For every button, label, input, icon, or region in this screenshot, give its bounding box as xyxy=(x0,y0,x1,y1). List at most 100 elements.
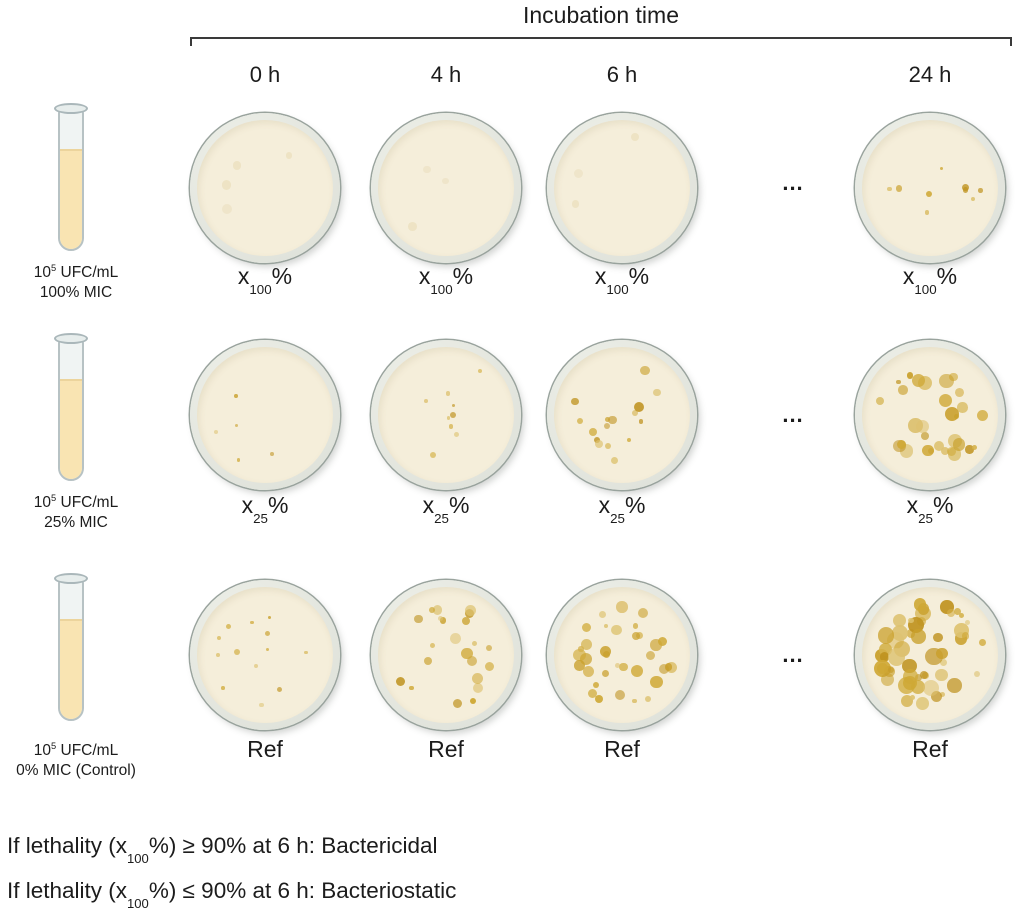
colony-dot xyxy=(448,424,454,429)
colony-dot xyxy=(953,413,960,420)
tube-rim xyxy=(54,573,88,584)
colony-dot xyxy=(429,643,435,648)
colony-dot xyxy=(430,451,437,458)
colony-dot xyxy=(637,607,649,619)
colony-dot xyxy=(973,670,980,677)
colony-dot xyxy=(640,365,650,376)
colony-dot xyxy=(887,186,892,192)
label-base: Ref xyxy=(428,736,464,762)
colony-dot xyxy=(939,167,944,171)
dish-label-x25: x25% xyxy=(190,492,340,526)
colony-dot xyxy=(877,627,894,644)
colony-dot xyxy=(485,644,492,651)
colony-dot xyxy=(467,655,478,666)
colony-dot xyxy=(953,608,961,616)
agar-surface xyxy=(862,347,998,483)
colony-dot xyxy=(603,623,609,629)
bacteriostatic-rule: If lethality (x100%) ≤ 90% at 6 h: Bacte… xyxy=(7,873,456,911)
petri-dish-control-4h xyxy=(371,580,521,730)
figure-title: Incubation time xyxy=(523,2,679,28)
dish-label-x100: x100% xyxy=(547,263,697,297)
petri-dish-100mic-24h xyxy=(855,113,1005,263)
colony-dot xyxy=(477,369,482,374)
colony-dot xyxy=(909,694,916,701)
colony-dot xyxy=(582,623,592,633)
colony-dot xyxy=(217,635,222,640)
agar-surface xyxy=(197,587,333,723)
agar-surface xyxy=(554,587,690,723)
colony-dot xyxy=(285,152,292,159)
conc-exponent: 5 xyxy=(51,263,57,273)
colony-dot xyxy=(913,598,927,611)
label-suffix: % xyxy=(452,263,474,289)
colony-dot xyxy=(911,629,926,644)
colony-dot xyxy=(933,632,943,643)
tube-mic-level: 100% MIC xyxy=(39,284,113,302)
colony-dot xyxy=(893,613,907,627)
colony-dot xyxy=(957,402,968,413)
colony-dot xyxy=(939,659,947,667)
colony-dot xyxy=(576,418,583,425)
colony-dot xyxy=(611,456,619,464)
colony-dot xyxy=(222,203,233,214)
colony-dot xyxy=(646,650,656,660)
colony-dot xyxy=(898,385,908,395)
column-header-24h: 24 h xyxy=(908,62,952,87)
tube-glass xyxy=(58,578,84,721)
colony-dot xyxy=(423,166,431,174)
colony-dot xyxy=(304,650,309,655)
colony-dot xyxy=(939,691,946,698)
colony-dot xyxy=(915,419,930,434)
label-base: x xyxy=(598,492,611,518)
colony-dot xyxy=(267,615,272,620)
conc-base: 10 xyxy=(33,494,52,512)
rule-post: %) ≥ 90% at 6 h: Bactericidal xyxy=(148,833,438,858)
colony-dot xyxy=(276,687,282,693)
agar-surface xyxy=(378,347,514,483)
agar-surface xyxy=(554,347,690,483)
colony-dot xyxy=(414,614,423,623)
agar-surface xyxy=(862,120,998,256)
test-tube-25mic xyxy=(54,333,88,483)
colony-dot xyxy=(949,372,958,382)
colony-dot xyxy=(664,663,673,671)
colony-dot xyxy=(922,679,940,697)
colony-dot xyxy=(902,668,919,685)
colony-dot xyxy=(592,681,600,689)
colony-dot xyxy=(632,698,637,704)
colony-dot xyxy=(216,653,220,658)
colony-dot xyxy=(581,639,593,650)
conc-unit: UFC/mL xyxy=(56,494,119,512)
colony-dot xyxy=(954,388,964,398)
colony-dot xyxy=(895,185,903,192)
label-suffix: % xyxy=(267,492,289,518)
colony-dot xyxy=(965,445,974,454)
colony-dot xyxy=(462,616,471,625)
agar-surface xyxy=(197,120,333,256)
conc-unit: UFC/mL xyxy=(56,264,119,282)
colony-dot xyxy=(979,639,986,646)
tube-rim xyxy=(54,333,88,344)
label-base: x xyxy=(237,263,250,289)
colony-dot xyxy=(594,694,603,703)
colony-dot xyxy=(611,624,622,635)
colony-dot xyxy=(605,416,610,422)
label-suffix: % xyxy=(448,492,470,518)
colony-dot xyxy=(919,670,928,679)
label-sub: 100 xyxy=(914,282,937,298)
colony-dot xyxy=(221,180,232,190)
colony-dot xyxy=(626,438,631,443)
colony-dot xyxy=(920,431,929,440)
colony-dot xyxy=(657,637,667,647)
tube-glass xyxy=(58,108,84,251)
colony-dot xyxy=(877,662,889,675)
colony-dot xyxy=(589,428,598,437)
colony-dot xyxy=(952,438,965,451)
label-sub: 100 xyxy=(249,282,272,298)
colony-dot xyxy=(916,697,929,710)
colony-dot xyxy=(925,190,933,198)
colony-dot xyxy=(633,401,645,413)
colony-dot xyxy=(442,177,449,185)
colony-dot xyxy=(615,663,621,668)
conc-unit: UFC/mL xyxy=(56,742,119,760)
